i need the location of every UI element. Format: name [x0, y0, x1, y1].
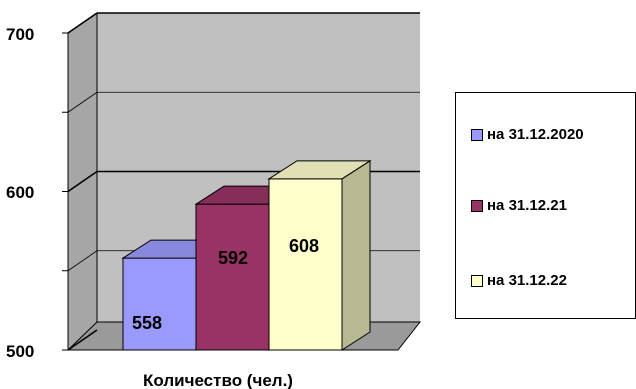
bar-front-608 [268, 178, 343, 351]
legend-swatch-2020 [471, 128, 483, 141]
bars [121, 159, 372, 351]
data-label-608: 608 [289, 236, 319, 256]
legend: на 31.12.2020 на 31.12.21 на 31.12.22 [455, 92, 636, 319]
legend-item-2022: на 31.12.22 [471, 272, 567, 289]
gridline-side-600 [67, 170, 98, 193]
bar-front-558 [122, 257, 197, 351]
y-tick-label-500: 500 [6, 342, 34, 361]
bar-608 [267, 159, 372, 351]
data-label-558: 558 [132, 313, 162, 333]
legend-item-2020: на 31.12.2020 [471, 126, 584, 143]
side-wall-top-edge [67, 12, 98, 34]
gridline-side-500 [67, 329, 98, 351]
bar-top-608 [267, 160, 372, 180]
y-tick-label-600: 600 [6, 183, 34, 202]
y-tick-label-700: 700 [6, 25, 34, 44]
gridline-side-650 [67, 91, 98, 113]
bar-side-608 [341, 159, 371, 351]
legend-label-2021: на 31.12.21 [487, 197, 567, 214]
legend-swatch-2021 [471, 199, 483, 212]
legend-item-2021: на 31.12.21 [471, 197, 567, 214]
x-axis-label: Количество (чел.) [143, 371, 293, 389]
legend-label-2022: на 31.12.22 [487, 272, 567, 289]
bar-front-592 [195, 203, 270, 351]
legend-swatch-2022 [471, 274, 483, 287]
y-tick-marks [62, 32, 68, 351]
gridline-side-550 [67, 250, 98, 272]
legend-label-2020: на 31.12.2020 [487, 126, 584, 143]
data-label-592: 592 [218, 248, 248, 268]
